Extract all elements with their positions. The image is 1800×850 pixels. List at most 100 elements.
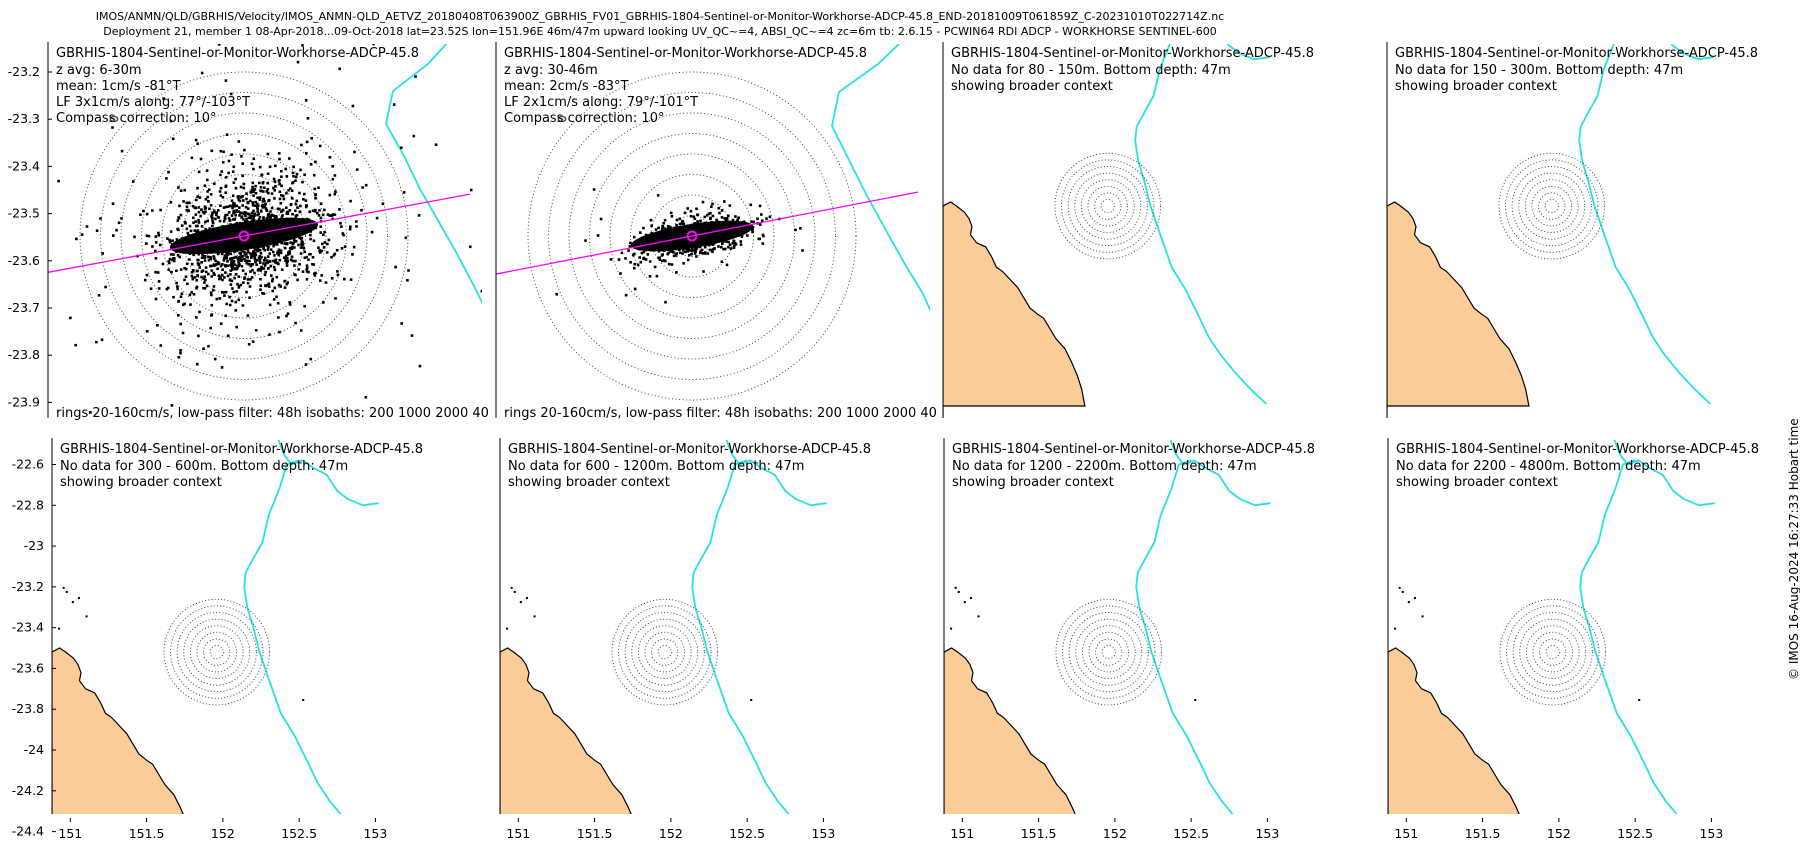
scatter-point — [258, 261, 262, 264]
island-1 — [65, 590, 68, 593]
x-tick-label: 152 — [659, 826, 683, 841]
scatter-point — [217, 216, 221, 219]
scatter-point — [255, 231, 259, 234]
scatter-point — [469, 188, 473, 192]
scatter-point — [287, 217, 291, 221]
scatter-point — [682, 249, 685, 252]
scatter-point — [699, 251, 702, 255]
scatter-point — [241, 204, 244, 207]
scatter-point — [746, 234, 749, 237]
scatter-point — [266, 248, 270, 251]
scatter-point — [684, 225, 688, 229]
scatter-point — [305, 255, 308, 259]
scatter-point — [721, 242, 724, 246]
scatter-point — [200, 225, 204, 228]
map-panel-3: GBRHIS-1804-Sentinel-or-Monitor-Workhors… — [942, 42, 1314, 418]
scatter-point — [712, 243, 715, 246]
scatter-point — [240, 258, 243, 262]
scatter-point — [250, 219, 254, 223]
scatter-point — [202, 277, 205, 280]
scatter-point — [214, 259, 217, 263]
scatter-point — [691, 227, 694, 231]
scatter-point — [252, 194, 255, 197]
scatter-point — [250, 252, 253, 256]
scatter-point — [248, 242, 252, 245]
scatter-point — [245, 217, 248, 221]
scatter-point — [724, 239, 727, 243]
scatter-point — [251, 340, 255, 343]
scatter-point — [278, 197, 282, 201]
scatter-point — [285, 217, 288, 221]
scatter-point — [234, 309, 238, 312]
y-tick-label: -23.5 — [8, 206, 40, 221]
scatter-point — [671, 227, 675, 230]
scatter-point — [394, 265, 397, 269]
scatter-point — [687, 254, 691, 257]
scatter-point — [176, 227, 179, 231]
scatter-point — [639, 260, 643, 264]
scatter-point — [738, 222, 742, 226]
scatter-point — [266, 283, 269, 287]
scatter-point — [255, 263, 258, 266]
scatter-point — [280, 268, 284, 271]
scatter-point — [204, 198, 208, 201]
scatter-point — [266, 220, 269, 223]
scatter-point — [251, 201, 255, 204]
scatter-point — [729, 223, 733, 226]
scatter-point — [272, 177, 276, 181]
scatter-point — [222, 250, 226, 253]
scatter-point — [193, 229, 196, 232]
scatter-point — [400, 146, 403, 150]
panel-info-line: Compass correction: 10° — [56, 111, 216, 126]
scatter-point — [663, 249, 666, 253]
scatter-point — [212, 236, 215, 240]
scatter-point — [724, 247, 727, 251]
speed-ring-7 — [1061, 159, 1155, 253]
scatter-point — [739, 243, 743, 246]
scatter-point — [723, 232, 727, 235]
scatter-point — [157, 287, 161, 290]
scatter-point — [321, 242, 324, 246]
scatter-point — [222, 220, 226, 223]
scatter-point — [555, 292, 558, 296]
scatter-point — [221, 263, 224, 266]
scatter-point — [267, 285, 271, 288]
scatter-point — [228, 278, 232, 282]
scatter-point — [244, 205, 248, 209]
scatter-point — [306, 117, 310, 120]
scatter-point — [319, 202, 323, 205]
scatter-point — [246, 278, 250, 281]
scatter-point — [231, 249, 235, 252]
map-panel-5: GBRHIS-1804-Sentinel-or-Monitor-Workhors… — [12, 438, 423, 841]
scatter-point — [265, 236, 268, 239]
scatter-point — [592, 188, 596, 191]
scatter-point — [313, 187, 317, 191]
scatter-point — [768, 215, 772, 219]
scatter-point — [312, 239, 316, 243]
scatter-point — [638, 248, 642, 251]
scatter-point — [633, 266, 636, 270]
scatter-point — [196, 224, 199, 228]
scatter-point — [693, 222, 696, 225]
scatter-point — [283, 279, 286, 283]
scatter-point — [221, 240, 224, 244]
scatter-point — [252, 167, 255, 171]
scatter-point — [265, 223, 268, 227]
scatter-point — [668, 243, 671, 247]
scatter-point — [323, 230, 326, 234]
scatter-point — [251, 243, 255, 246]
scatter-point — [223, 276, 226, 279]
scatter-point — [324, 281, 328, 284]
scatter-point — [185, 205, 189, 209]
x-tick-label: 152.5 — [1617, 826, 1653, 841]
scatter-point — [336, 273, 340, 277]
scatter-point — [192, 253, 195, 257]
scatter-point — [269, 264, 273, 268]
island-5 — [950, 627, 953, 630]
scatter-point — [629, 241, 632, 245]
scatter-point — [222, 150, 225, 154]
scatter-point — [288, 157, 291, 160]
scatter-point — [175, 238, 179, 241]
scatter-point — [179, 349, 182, 352]
scatter-point — [274, 241, 277, 244]
